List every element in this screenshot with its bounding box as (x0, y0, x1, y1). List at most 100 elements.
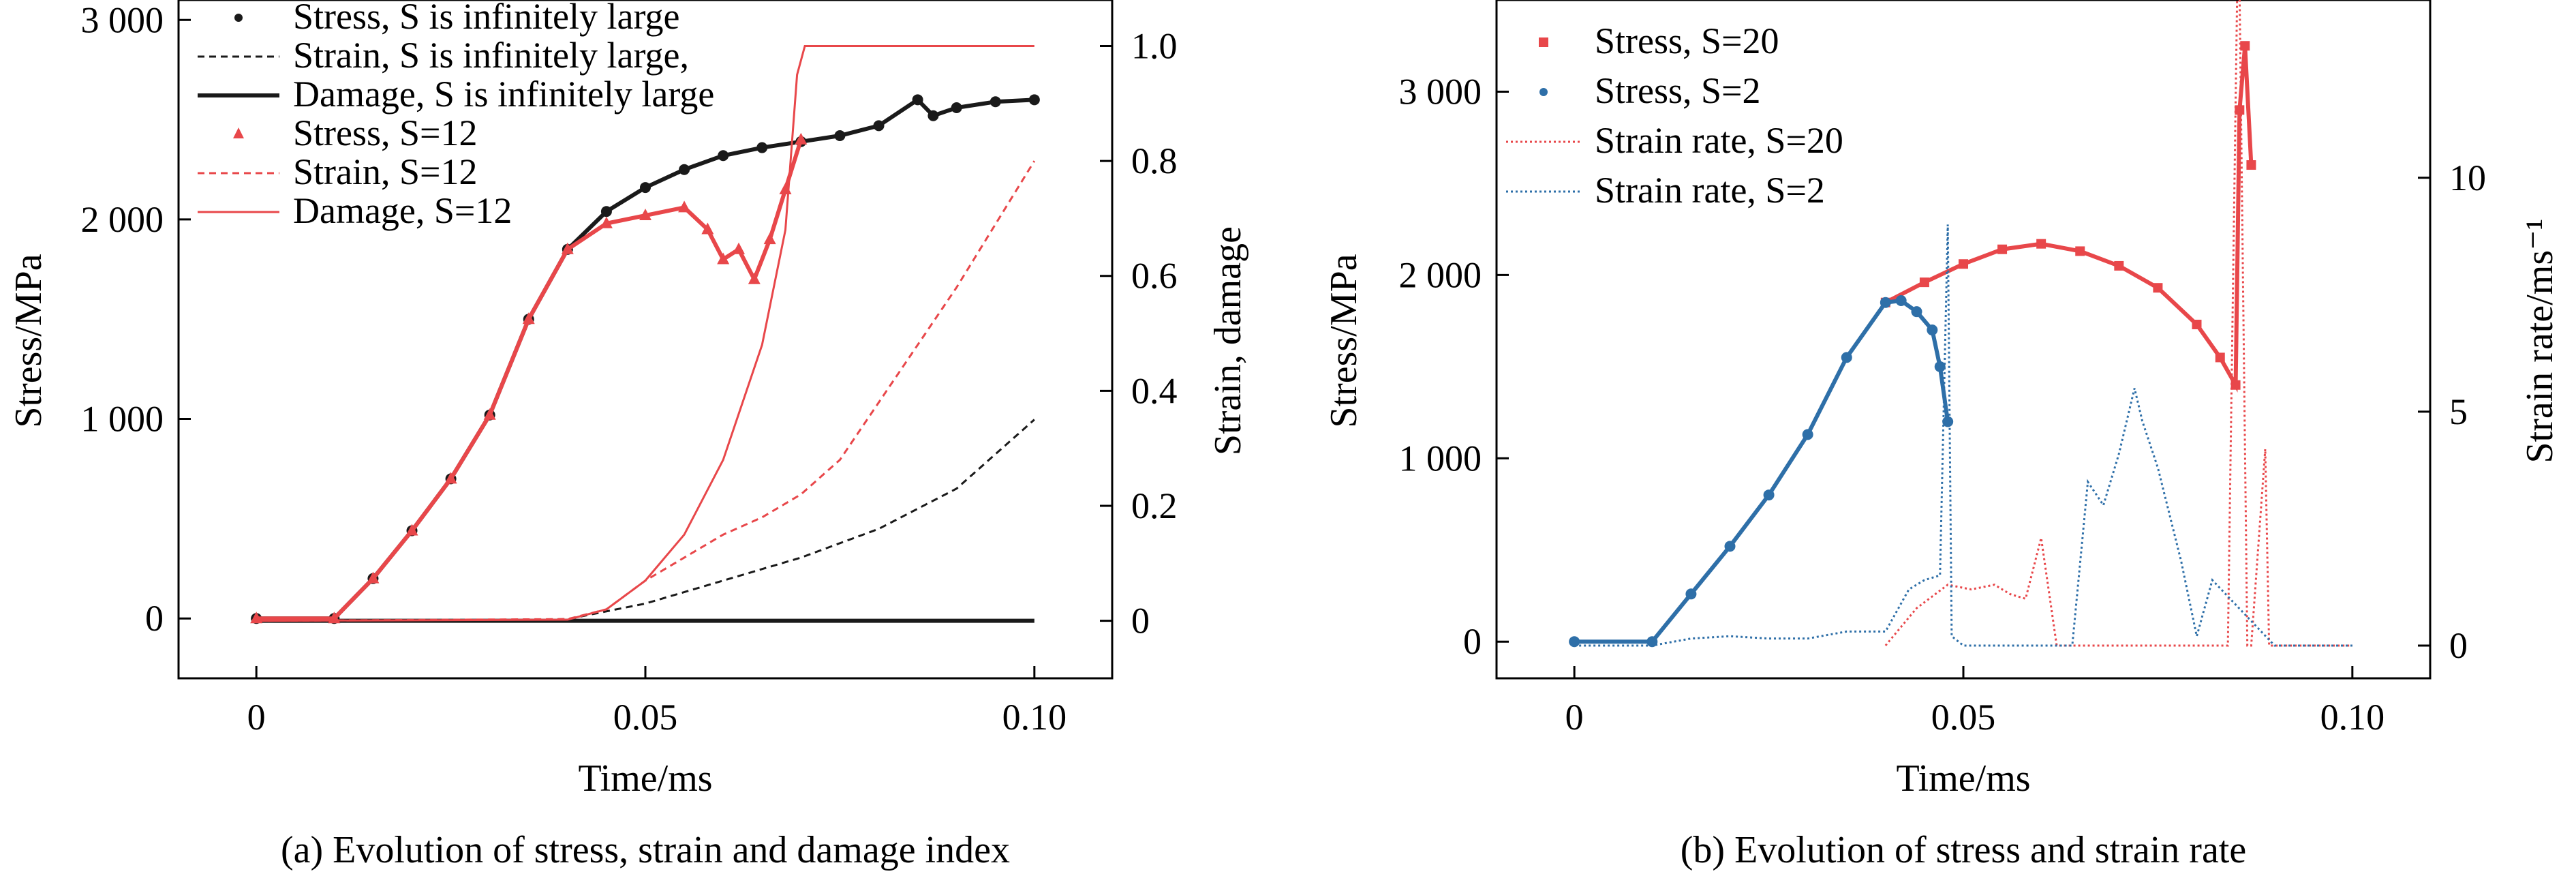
legend-label: Damage, S=12 (293, 190, 512, 231)
data-point (2153, 283, 2163, 293)
data-point (679, 164, 690, 175)
y-tick-label-b: 1 000 (1399, 438, 1482, 479)
data-point (2192, 319, 2202, 329)
legend-entry-damage-s-12: Damage, S=12 (198, 190, 512, 231)
legend-entry-strain-s-is-infinitely-large: Strain, S is infinitely large, (198, 35, 689, 76)
data-point (2246, 160, 2256, 170)
y-right-tick-label-a: 1.0 (1131, 25, 1178, 66)
data-point (1569, 636, 1580, 648)
data-point (912, 94, 923, 106)
legend-entry-strain-rate-s-20: Strain rate, S=20 (1506, 120, 1843, 161)
data-point (1927, 324, 1938, 336)
data-point (1919, 277, 1929, 288)
y-right-axis-label-a: Strain, damage (1207, 226, 1249, 455)
y-tick-label-a: 1 000 (81, 399, 164, 440)
data-point (834, 130, 846, 141)
data-point (927, 110, 939, 121)
data-point (1763, 489, 1775, 501)
data-point (701, 222, 714, 235)
series-line (256, 44, 1034, 622)
data-point (1724, 541, 1736, 552)
data-point (733, 242, 745, 254)
axis-ticks-a: 0 0.05 0.10 0 1 000 2 000 3 000 0 0.2 0.4 0.6 0.8 1.… (81, 0, 1178, 738)
y-tick-label-a: 2 000 (81, 199, 164, 240)
legend-entry-damage-s-is-infinitely-large: Damage, S is infinitely large (198, 74, 714, 115)
data-point (444, 472, 457, 484)
series-stress-s-20 (1880, 41, 2256, 393)
legend-marker (233, 127, 244, 138)
series-strain-rate-s-2 (1574, 224, 2352, 647)
data-point (1841, 352, 1852, 363)
legend-label: Damage, S is infinitely large (293, 74, 714, 115)
legend-marker (234, 14, 243, 22)
chart-panel-a: 0 0.05 0.10 0 1 000 2 000 3 000 0 0.2 0.4 0.6 0.8 1.… (7, 0, 1249, 871)
series-trace (1884, 45, 2254, 393)
data-point (1959, 259, 1968, 269)
data-point (2235, 105, 2245, 115)
data-point (795, 132, 808, 145)
x-tick-label-b: 0.05 (1931, 697, 1996, 738)
data-point (367, 571, 380, 584)
data-point (2230, 380, 2241, 390)
data-point (561, 242, 574, 254)
y-tick-label-a: 0 (145, 598, 164, 639)
data-point (600, 216, 613, 228)
legend-label: Strain, S is infinitely large, (293, 35, 689, 76)
y-axis-label-b: Stress/MPa (1323, 254, 1365, 427)
data-point (1934, 361, 1946, 372)
y-axis-label-a: Stress/MPa (7, 254, 50, 427)
x-axis-label-b: Time/ms (1896, 757, 2030, 800)
y-tick-label-b: 2 000 (1399, 254, 1482, 295)
series-strain-rate-s-20 (1884, 0, 2352, 647)
data-point (2075, 246, 2085, 256)
data-point (2036, 239, 2046, 249)
legend-b: Stress, S=20 Stress, S=2 Strain rate, S=20… (1506, 20, 1843, 211)
data-point (600, 206, 612, 217)
y-right-tick-label-a: 0.4 (1131, 370, 1178, 411)
legend-label: Stress, S=2 (1595, 70, 1761, 111)
x-tick-label-a: 0 (247, 697, 266, 738)
y-right-tick-label-a: 0 (1131, 601, 1150, 641)
y-right-tick-label-a: 0.6 (1131, 256, 1178, 297)
legend-label: Strain rate, S=20 (1595, 120, 1843, 161)
legend-entry-stress-s-is-infinitely-large: Stress, S is infinitely large (234, 0, 679, 37)
caption-b: (b) Evolution of stress and strain rate (1681, 829, 2246, 871)
legend-entry-stress-s-2: Stress, S=2 (1539, 70, 1761, 111)
data-point (748, 272, 761, 284)
x-tick-label-a: 0.10 (1002, 697, 1067, 738)
data-point (717, 252, 730, 265)
series-line (1884, 0, 2352, 647)
y-right-tick-label-a: 0.8 (1131, 140, 1178, 181)
caption-a: (a) Evolution of stress, strain and dama… (281, 829, 1010, 871)
series-line (256, 419, 1035, 622)
x-tick-label-b: 0 (1565, 697, 1584, 738)
legend-label: Stress, S is infinitely large (293, 0, 679, 37)
y-right-tick-label-b: 10 (2449, 157, 2486, 198)
legend-entry-stress-s-12: Stress, S=12 (233, 112, 478, 153)
series-damage-s-12 (256, 44, 1034, 622)
chart-marks-a (250, 44, 1040, 624)
y-tick-label-b: 3 000 (1399, 71, 1482, 112)
data-point (1028, 94, 1040, 106)
data-point (1802, 429, 1813, 440)
legend-label: Strain, S=12 (293, 151, 477, 192)
data-point (763, 232, 776, 245)
data-point (2114, 260, 2124, 271)
x-tick-label-b: 0.10 (2320, 697, 2385, 738)
axis-ticks-b: 0 0.05 0.10 0 1 000 2 000 3 000 0 5 10 (1399, 71, 2487, 738)
data-point (405, 524, 418, 536)
data-point (639, 209, 651, 221)
y-right-tick-label-b: 0 (2449, 625, 2468, 666)
chart-marks-b (1569, 0, 2352, 648)
data-point (990, 96, 1001, 108)
data-point (951, 102, 962, 114)
data-point (1997, 244, 2008, 254)
y-tick-label-a: 3 000 (81, 0, 164, 40)
legend-entry-strain-s-12: Strain, S=12 (198, 151, 477, 192)
x-axis-label-a: Time/ms (578, 757, 712, 800)
legend-entry-stress-s-20: Stress, S=20 (1539, 20, 1779, 61)
legend-entry-strain-rate-s-2: Strain rate, S=2 (1506, 170, 1825, 211)
y-right-tick-label-a: 0.2 (1131, 485, 1178, 526)
